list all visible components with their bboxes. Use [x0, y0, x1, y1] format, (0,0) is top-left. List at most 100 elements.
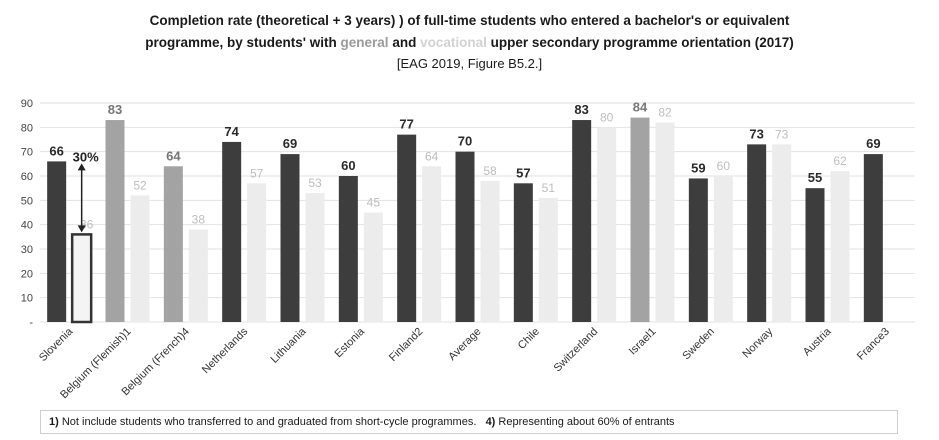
bar-general	[572, 120, 592, 323]
data-label-vocational: 57	[250, 166, 264, 180]
data-label-general: 74	[224, 124, 239, 139]
data-label-general: 70	[458, 134, 472, 149]
category-label: Austria	[801, 325, 834, 358]
footnote-4-text: Representing about 60% of entrants	[498, 416, 675, 428]
data-label-general: 84	[633, 100, 648, 115]
bar-vocational	[713, 176, 733, 322]
data-label-general: 59	[691, 160, 705, 175]
data-label-general: 55	[808, 170, 822, 185]
category-label: Lithuania	[269, 325, 310, 366]
footnote-4-marker: 4)	[485, 416, 496, 428]
bar-vocational	[538, 197, 558, 322]
data-label-vocational: 53	[308, 176, 322, 190]
data-label-vocational: 60	[717, 159, 731, 173]
bar-general	[630, 117, 650, 322]
gap-label: 30%	[73, 149, 99, 164]
title-and-word: and	[392, 35, 417, 50]
y-tick-label: 70	[21, 147, 33, 159]
bar-vocational	[480, 180, 500, 322]
footnote-1-marker: 1)	[49, 416, 59, 428]
bar-vocational	[655, 122, 675, 322]
footnote-box: 1) Not include students who transferred …	[40, 410, 898, 434]
data-label-general: 60	[341, 158, 355, 173]
data-label-vocational: 62	[833, 154, 847, 168]
category-label: Estonia	[333, 325, 368, 360]
bar-general	[222, 141, 242, 322]
data-label-general: 73	[749, 126, 763, 141]
title-line-1: Completion rate (theoretical + 3 years) …	[149, 13, 790, 28]
category-label: France3	[855, 326, 892, 363]
category-label: Finland2	[387, 326, 425, 364]
data-label-vocational: 52	[133, 178, 147, 192]
y-tick-label: -	[29, 317, 33, 329]
data-label-general: 57	[516, 165, 530, 180]
category-label: Netherlands	[200, 325, 251, 376]
bar-vocational	[130, 195, 150, 322]
data-label-general: 64	[166, 148, 181, 163]
bar-general	[863, 154, 883, 322]
data-label-vocational: 58	[483, 164, 497, 178]
title-vocational-word: vocational	[420, 35, 487, 50]
gap-annotation: 30%	[73, 149, 99, 233]
y-axis-ticks: - 10 20 30 40 50 60 70 80 90	[21, 98, 34, 329]
bar-vocational	[422, 166, 442, 322]
bars	[47, 117, 883, 324]
bar-vocational	[830, 171, 850, 322]
bar-vocational	[363, 212, 383, 322]
category-label: Average	[446, 326, 483, 363]
bar-vocational	[247, 183, 267, 322]
data-label-vocational: 80	[600, 110, 614, 124]
data-label-general: 66	[49, 143, 63, 158]
title-line-2: programme, by students' with general and…	[0, 32, 939, 54]
bar-vocational	[772, 144, 792, 322]
bar-vocational	[70, 233, 93, 324]
data-label-general: 83	[574, 102, 588, 117]
category-label: Israel1	[627, 326, 659, 358]
bar-vocational	[597, 127, 617, 322]
y-tick-label: 40	[21, 220, 33, 232]
bar-general	[455, 151, 475, 322]
y-tick-label: 90	[21, 98, 33, 110]
title-line-2-prefix: programme, by students' with	[145, 35, 337, 50]
title-general-word: general	[340, 35, 389, 50]
category-label: Slovenia	[37, 325, 76, 364]
y-tick-label: 50	[21, 195, 33, 207]
bar-general	[163, 166, 183, 322]
data-label-vocational: 73	[775, 127, 789, 141]
y-tick-label: 20	[21, 268, 33, 280]
gridlines	[40, 102, 915, 323]
y-tick-label: 60	[21, 171, 33, 183]
bar-vocational	[188, 229, 208, 322]
y-tick-label: 10	[21, 293, 33, 305]
bar-general	[805, 188, 825, 322]
category-label: Switzerland	[552, 326, 601, 375]
data-label-general: 83	[108, 102, 122, 117]
bar-general	[513, 183, 533, 322]
data-label-vocational: 51	[542, 181, 556, 195]
figure-reference: [EAG 2019, Figure B5.2.]	[396, 56, 543, 71]
bar-vocational	[305, 193, 325, 322]
gap-arrow-head-up	[77, 163, 86, 171]
data-label-vocational: 82	[658, 105, 672, 119]
data-label-vocational: 45	[367, 196, 381, 210]
bar-general	[338, 176, 358, 322]
chart-title: Completion rate (theoretical + 3 years) …	[0, 10, 939, 74]
category-label: Chile	[516, 326, 542, 352]
data-label-general: 69	[866, 136, 880, 151]
bar-general	[688, 178, 708, 322]
bar-general	[105, 120, 125, 323]
bar-general	[280, 154, 300, 322]
title-line-2-suffix: upper secondary programme orientation (2…	[490, 35, 794, 50]
category-label: Sweden	[680, 326, 717, 363]
bar-general	[747, 144, 767, 322]
data-label-general: 77	[399, 117, 413, 132]
bar-general	[47, 161, 67, 322]
category-label: Norway	[740, 325, 775, 360]
gap-arrow-head-down	[77, 225, 86, 233]
data-label-vocational: 64	[425, 149, 439, 163]
footnote-1-text: Not include students who transferred to …	[61, 416, 477, 428]
data-label-vocational: 38	[192, 213, 206, 227]
